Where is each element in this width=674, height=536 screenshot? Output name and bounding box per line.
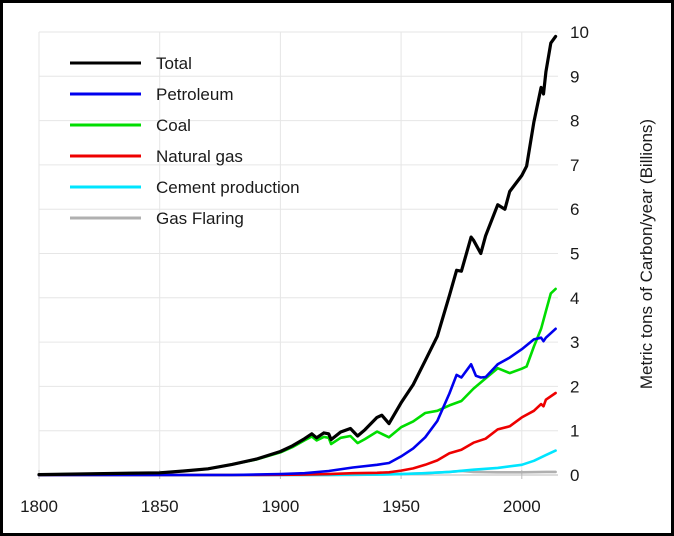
y-axis-title: Metric tons of Carbon/year (Billions) [637,119,656,389]
series-line-total [37,34,558,477]
legend-label: Cement production [156,178,300,197]
y-tick-label: 9 [570,67,579,86]
legend-label: Coal [156,116,191,135]
y-tick-label: 0 [570,466,579,485]
x-tick-label: 1900 [261,497,299,516]
x-tick-label: 1800 [20,497,58,516]
series-lines [37,34,558,477]
y-tick-label: 5 [570,245,579,264]
y-tick-label: 8 [570,112,579,131]
series-line-cement-production [37,449,557,477]
y-tick-label: 10 [570,23,589,42]
legend: Total Petroleum Coal Natural gas Cement prod… [70,54,300,228]
legend-label: Natural gas [156,147,243,166]
y-tick-label: 1 [570,422,579,441]
series-line-coal [37,287,557,476]
series-line-natural-gas [37,391,557,477]
legend-label: Gas Flaring [156,209,244,228]
x-tick-label: 1950 [382,497,420,516]
legend-label: Total [156,54,192,73]
y-tick-label: 4 [570,289,579,308]
y-tick-label: 3 [570,333,579,352]
series-line-petroleum [37,327,557,477]
y-tick-label: 7 [570,156,579,175]
y-tick-label: 2 [570,377,579,396]
y-tick-label: 6 [570,200,579,219]
x-tick-label: 1850 [141,497,179,516]
x-tick-label: 2000 [503,497,541,516]
legend-label: Petroleum [156,85,233,104]
axes: 1800 1850 1900 1950 2000 0 1 2 3 4 5 6 7 8 9 10 [20,23,589,516]
